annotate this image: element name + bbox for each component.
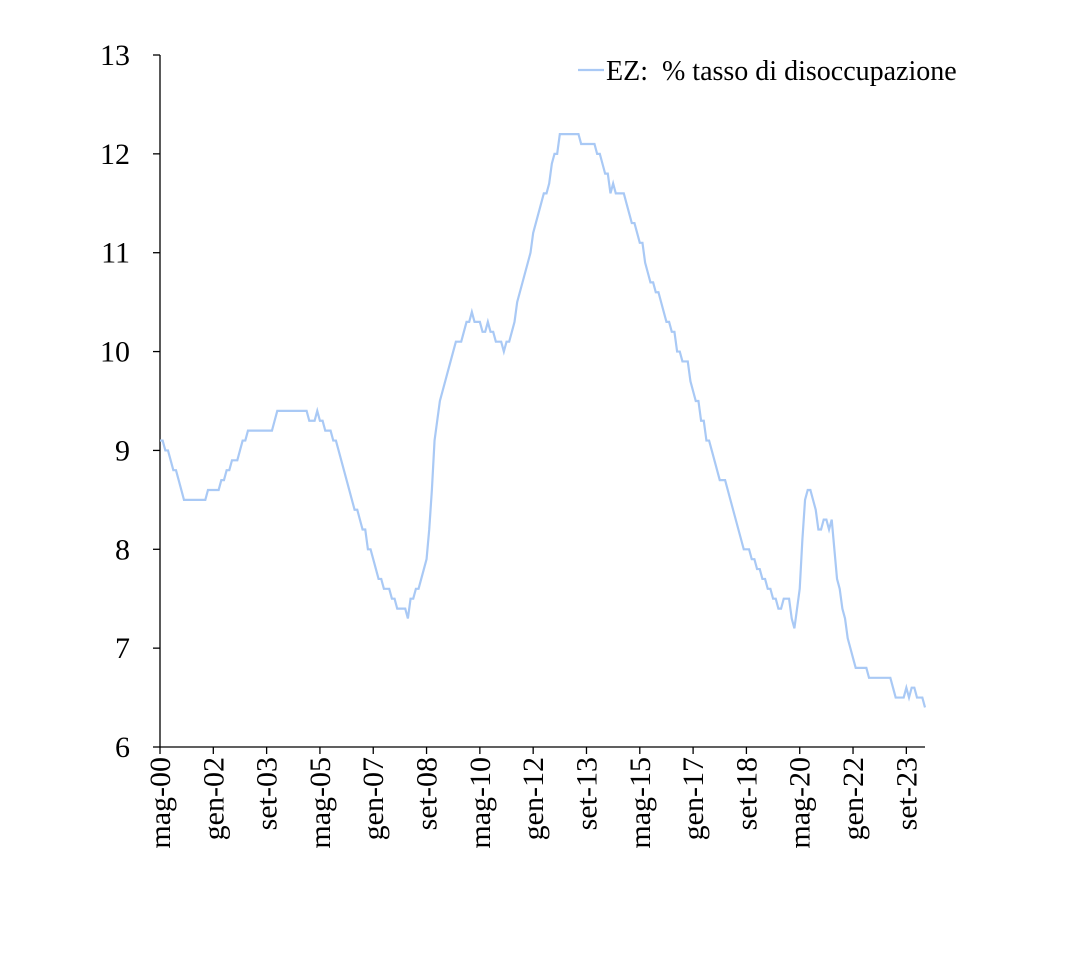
y-tick-label: 12 xyxy=(100,138,130,171)
y-tick-label: 6 xyxy=(115,731,130,764)
x-tick-label: set-03 xyxy=(251,757,284,830)
x-tick-label: mag-15 xyxy=(624,757,657,849)
x-tick-label: set-08 xyxy=(411,757,444,830)
y-tick-label: 8 xyxy=(115,533,130,566)
x-tick-label: gen-17 xyxy=(677,757,710,840)
x-tick-label: gen-07 xyxy=(357,757,390,840)
x-tick-label: mag-00 xyxy=(144,757,177,849)
data-line xyxy=(160,132,927,708)
x-tick-label: mag-10 xyxy=(464,757,497,849)
x-tick-label: set-18 xyxy=(730,757,763,830)
y-tick-label: 13 xyxy=(100,39,130,72)
x-tick-label: gen-12 xyxy=(517,757,550,840)
y-tick-label: 11 xyxy=(101,237,130,270)
x-tick-label: set-13 xyxy=(570,757,603,830)
x-tick-label: set-23 xyxy=(890,757,923,830)
y-tick-label: 7 xyxy=(115,632,130,665)
legend-label: EZ: % tasso di disoccupazione xyxy=(606,56,957,87)
x-tick-label: mag-20 xyxy=(784,757,817,849)
y-tick-label: 9 xyxy=(115,434,130,467)
x-tick-label: gen-02 xyxy=(197,757,230,840)
y-tick-label: 10 xyxy=(100,336,130,369)
x-tick-label: mag-05 xyxy=(304,757,337,849)
x-tick-label: gen-22 xyxy=(837,757,870,840)
